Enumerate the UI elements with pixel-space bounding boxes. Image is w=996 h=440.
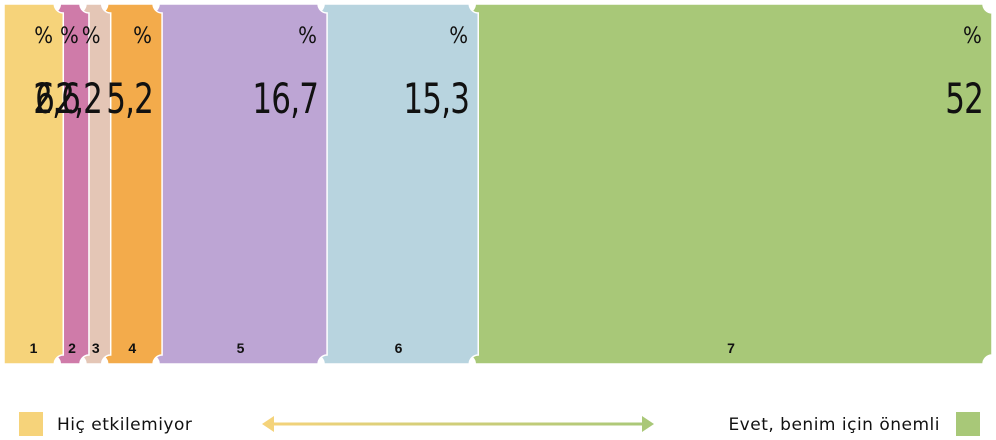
- percent-sign-2: %: [59, 24, 79, 49]
- data-label-5: 16,7: [252, 74, 319, 123]
- category-label-6: 6: [394, 340, 403, 356]
- data-label-3: 2,2: [54, 74, 103, 123]
- category-label-2: 2: [68, 340, 76, 356]
- data-label-7: 52: [945, 74, 984, 123]
- category-label-7: 7: [727, 340, 735, 356]
- category-label-1: 1: [29, 340, 38, 356]
- category-label-5: 5: [236, 340, 245, 356]
- percent-sign-1: %: [34, 24, 54, 49]
- legend: Hiç etkilemiyor Evet, benim için önemli: [0, 408, 996, 438]
- legend-swatch-high: [956, 412, 980, 436]
- data-label-2: 2,6: [33, 74, 81, 123]
- percent-sign-6: %: [449, 24, 469, 49]
- legend-label-high: Evet, benim için önemli: [728, 415, 940, 435]
- data-label-6: 15,3: [403, 74, 471, 123]
- bar-segment-6: [314, 3, 479, 365]
- category-label-4: 4: [128, 340, 137, 356]
- legend-label-low: Hiç etkilemiyor: [57, 415, 193, 435]
- percent-sign-4: %: [133, 24, 152, 49]
- stacked-bar-chart: % 6 1% 2,6 2% 2,2 3% 5,2 4% 16,7 5% 15,3 6% 52 7: [3, 3, 993, 365]
- scale-arrow-icon: [262, 416, 654, 432]
- percent-sign-3: %: [81, 24, 101, 49]
- bar-segment-1: [3, 3, 65, 365]
- percent-sign-7: %: [963, 24, 982, 49]
- percent-sign-5: %: [298, 24, 317, 49]
- bar-segment-5: [149, 3, 328, 365]
- data-label-4: 5,2: [106, 74, 154, 123]
- bar-segment-7: [465, 3, 993, 365]
- legend-swatch-low: [19, 412, 43, 436]
- arrow-shape: [262, 416, 654, 432]
- category-label-3: 3: [91, 340, 100, 356]
- chart-canvas: [3, 3, 993, 365]
- data-label-1: 6: [35, 74, 55, 123]
